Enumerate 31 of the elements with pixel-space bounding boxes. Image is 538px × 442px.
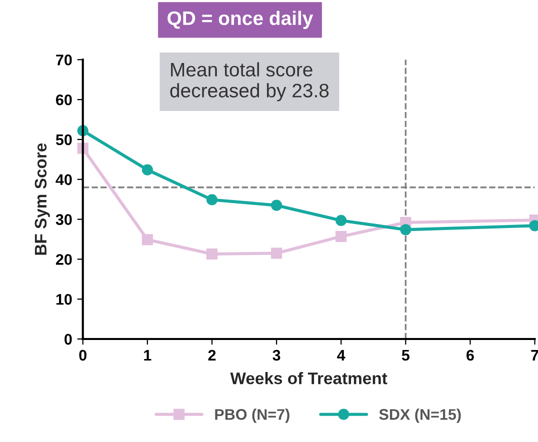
y-tick-label: 10: [56, 294, 72, 305]
y-tick-label: 60: [56, 94, 72, 106]
legend-label: SDX (N=15): [379, 408, 461, 423]
x-tick-label: 2: [208, 350, 216, 360]
x-axis-title: Weeks of Treatment: [230, 372, 388, 384]
x-tick-label: 7: [531, 350, 538, 360]
point: [400, 224, 412, 236]
x-tick-label: 4: [337, 350, 346, 360]
text: QD = once daily: [168, 10, 314, 29]
legend-label: PBO (N=7): [215, 408, 290, 423]
y-tick-label: 20: [56, 254, 72, 265]
point: [206, 194, 218, 206]
point: [336, 214, 347, 226]
x-tick-label: 6: [466, 350, 474, 361]
y-tick-label: 50: [56, 134, 72, 146]
annotation: Mean total score decreased by 23.8: [170, 62, 329, 102]
point: [142, 164, 153, 176]
x-tick-label: 3: [272, 350, 280, 361]
point: [270, 200, 282, 211]
y-axis-title: BF Sym Score: [34, 143, 50, 255]
y-tick-label: 40: [56, 174, 72, 186]
point: [206, 248, 218, 260]
x-tick-label: 1: [144, 350, 152, 360]
point: [270, 248, 282, 259]
y-tick-label: 30: [56, 214, 72, 226]
point: [336, 230, 347, 242]
y-tick-label: 70: [56, 54, 72, 66]
point: [142, 234, 153, 246]
y-tick-label: 0: [64, 334, 72, 345]
x-tick-label: 0: [79, 350, 86, 361]
x-tick-label: 5: [402, 350, 410, 361]
